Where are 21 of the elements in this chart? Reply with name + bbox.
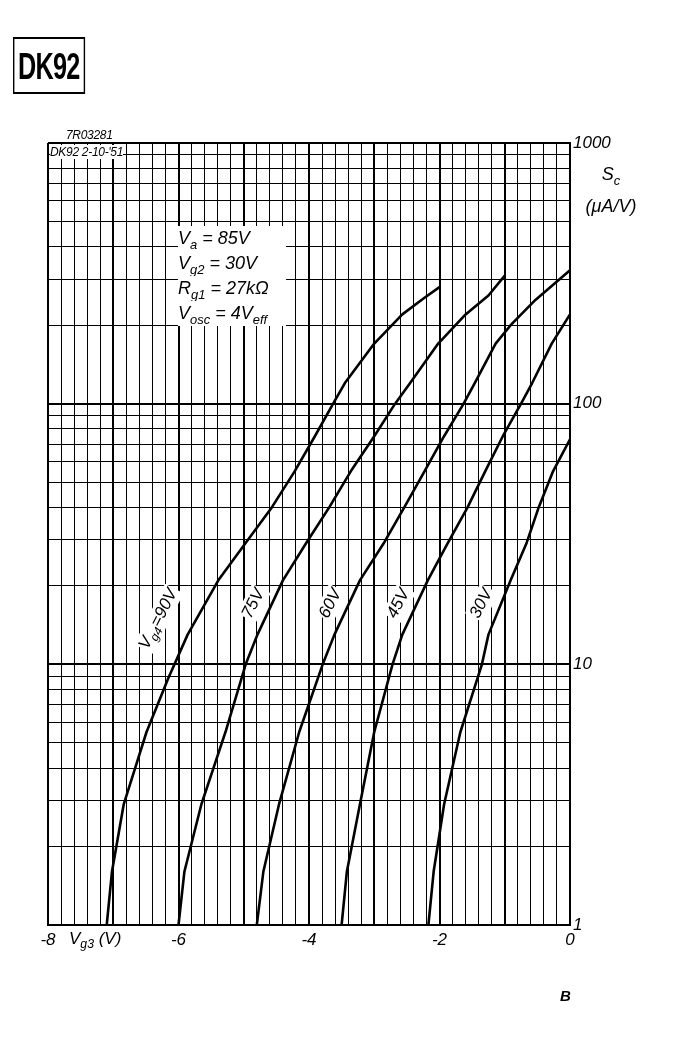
- y-tick-label: 1: [573, 914, 583, 934]
- x-tick-label: -8: [40, 929, 57, 949]
- annotation: V$_{osc}$ = 4V$_{eff}$: [178, 301, 286, 327]
- text: 60V: [314, 583, 348, 623]
- chart-title: DK92: [13, 37, 86, 95]
- y-tick-label: 100: [573, 393, 602, 413]
- y-tick-label: 10: [573, 654, 593, 674]
- text: 7R03281: [66, 128, 113, 142]
- x-tick-label: 0: [565, 929, 576, 949]
- y-tick-label: 1000: [573, 132, 612, 152]
- text: 75V: [237, 583, 271, 623]
- text: 30V: [465, 583, 499, 623]
- annotation: DK92 2-10-'51: [50, 145, 124, 159]
- text: 45V: [382, 583, 416, 623]
- x-tick-label: -4: [301, 929, 317, 949]
- x-tick-label: -2: [431, 929, 448, 949]
- x-tick-label: -6: [170, 929, 187, 949]
- annotation: V$_{a}$ = 85V: [178, 226, 286, 252]
- text: B: [560, 987, 571, 1004]
- x-axis-title: V$_{g3}$ (V): [69, 929, 122, 952]
- y-axis-title: S$_{c}$ (μA/V): [584, 163, 638, 218]
